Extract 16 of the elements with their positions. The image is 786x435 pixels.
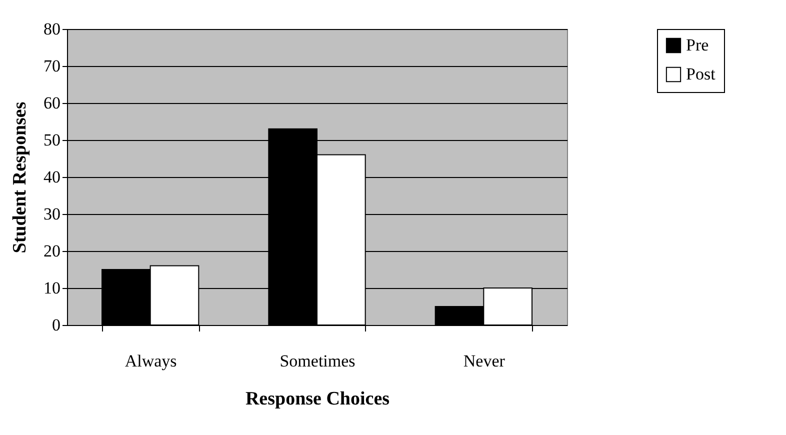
y-tick-label: 50 <box>44 130 60 150</box>
y-tick-label: 20 <box>44 242 60 260</box>
x-tick-label: Never <box>463 352 506 370</box>
legend-label: Post <box>686 64 716 84</box>
y-tick-label: 80 <box>44 20 60 38</box>
legend-label: Pre <box>686 36 709 54</box>
y-axis-title: Student Responses <box>10 102 30 254</box>
y-tick-label: 60 <box>44 94 60 112</box>
y-tick-label: 30 <box>44 204 60 224</box>
x-tick-label: Always <box>124 352 177 370</box>
y-tick-label: 40 <box>44 168 60 186</box>
x-tick-label: Sometimes <box>280 352 356 370</box>
y-tick-label: 70 <box>44 56 60 76</box>
y-tick-label: 0 <box>52 316 60 334</box>
x-axis-title: Response Choices <box>245 388 390 410</box>
y-tick-label: 10 <box>44 278 60 298</box>
